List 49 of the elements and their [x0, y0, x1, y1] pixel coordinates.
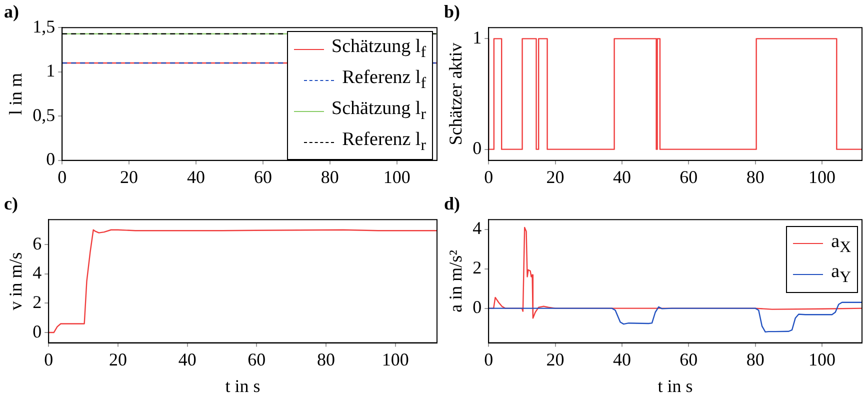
y-tick-label: 1: [472, 27, 482, 48]
y-axis-title: a in m/s²: [446, 250, 466, 312]
y-tick-label: 2: [472, 258, 482, 278]
x-tick-label: 40: [612, 349, 631, 370]
y-tick-label: 4: [32, 262, 42, 283]
y-tick-label: 0: [46, 149, 56, 170]
x-tick-label: 40: [186, 166, 205, 187]
chart-title: b): [444, 1, 460, 22]
chart-title: d): [444, 193, 460, 214]
x-tick-label: 60: [248, 349, 266, 370]
x-tick-label: 40: [612, 166, 631, 187]
x-tick-label: 20: [546, 166, 564, 187]
x-tick-label: 20: [108, 349, 127, 370]
x-tick-label: 20: [546, 349, 564, 370]
x-tick-label: 100: [808, 349, 836, 370]
x-tick-label: 100: [808, 166, 836, 187]
x-tick-label: 60: [254, 166, 272, 187]
y-tick-label: 0: [32, 321, 42, 342]
x-tick-label: 80: [746, 349, 764, 370]
x-tick-label: 80: [320, 166, 339, 187]
y-tick-label: 4: [472, 218, 482, 238]
y-axis-title: l in m: [6, 72, 26, 116]
y-tick-label: 1,5: [32, 16, 56, 36]
y-tick-label: 1: [46, 60, 56, 81]
x-axis-title: t in s: [658, 376, 693, 396]
chart-title: c): [4, 193, 18, 214]
x-tick-label: 40: [178, 349, 196, 370]
x-axis-title: t in s: [225, 376, 260, 396]
legend-label: Schätzung l$_{r}$: [332, 96, 426, 125]
legend-label: Referenz l$_{r}$: [342, 128, 426, 156]
y-tick-label: 6: [32, 233, 42, 254]
x-tick-label: 100: [382, 349, 409, 370]
x-tick-label: 60: [680, 166, 698, 187]
y-axis-title: Schätzer aktiv: [446, 42, 466, 146]
y-axis-title: v in m/s: [6, 252, 26, 310]
y-tick-label: 0: [472, 297, 482, 318]
legend-label: a$_{X}$: [831, 230, 851, 258]
y-tick-label: 0,5: [32, 104, 56, 125]
x-tick-label: 60: [680, 349, 698, 370]
y-tick-label: 0: [472, 138, 482, 158]
x-tick-label: 80: [746, 166, 764, 187]
x-tick-label: 100: [383, 166, 410, 187]
legend-label: Schätzung l$_{f}$: [332, 35, 426, 64]
x-tick-label: 20: [120, 166, 138, 187]
legend-label: a$_{Y}$: [831, 260, 851, 288]
legend-label: Referenz l$_{f}$: [342, 66, 426, 94]
y-tick-label: 2: [32, 292, 42, 312]
x-tick-label: 80: [317, 349, 336, 370]
chart-title: a): [4, 1, 19, 22]
